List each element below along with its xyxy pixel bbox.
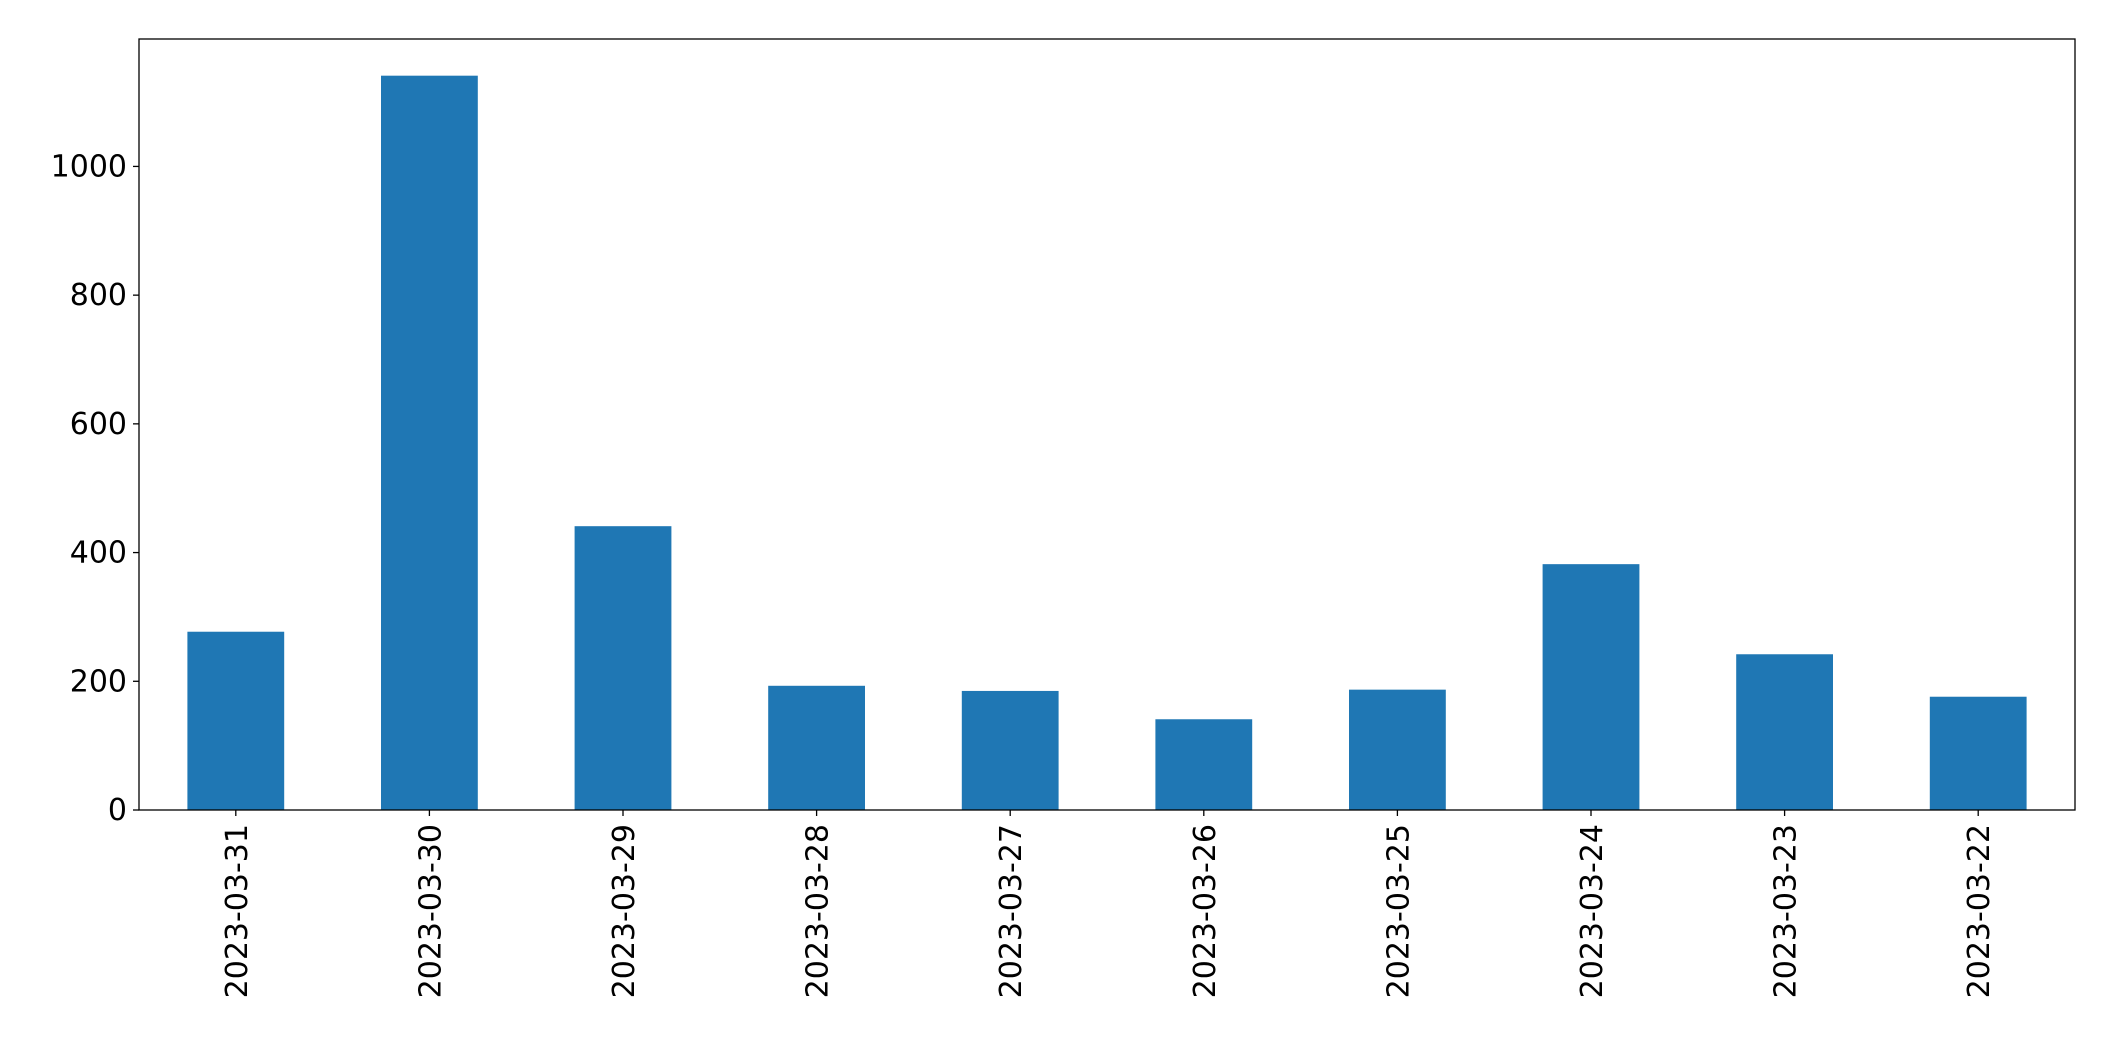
y-tick-label: 800 bbox=[70, 278, 127, 313]
x-tick-label: 2023-03-26 bbox=[1188, 824, 1223, 998]
bar bbox=[1929, 696, 2027, 810]
x-tick-label: 2023-03-27 bbox=[994, 824, 1029, 998]
x-tick-label: 2023-03-31 bbox=[220, 824, 255, 998]
x-tick-label: 2023-03-24 bbox=[1575, 824, 1610, 998]
y-tick-label: 400 bbox=[70, 536, 127, 571]
bar bbox=[1349, 689, 1446, 810]
bar bbox=[1736, 654, 1833, 810]
bar bbox=[1542, 564, 1640, 810]
x-tick-label: 2023-03-30 bbox=[413, 824, 448, 998]
bar bbox=[381, 75, 478, 810]
y-tick-label: 1000 bbox=[51, 149, 127, 184]
bar bbox=[574, 526, 672, 810]
bar bbox=[1155, 719, 1253, 810]
x-tick-label: 2023-03-29 bbox=[607, 824, 642, 998]
x-tick-label: 2023-03-28 bbox=[801, 824, 836, 998]
x-tick-label: 2023-03-25 bbox=[1381, 824, 1416, 998]
bar bbox=[187, 631, 285, 810]
bar bbox=[961, 690, 1059, 810]
y-tick-label: 200 bbox=[70, 664, 127, 699]
bar bbox=[768, 685, 865, 810]
x-tick-label: 2023-03-23 bbox=[1769, 824, 1804, 998]
y-tick-label: 0 bbox=[108, 793, 127, 828]
x-tick-label: 2023-03-22 bbox=[1962, 824, 1997, 998]
y-tick-label: 600 bbox=[70, 407, 127, 442]
